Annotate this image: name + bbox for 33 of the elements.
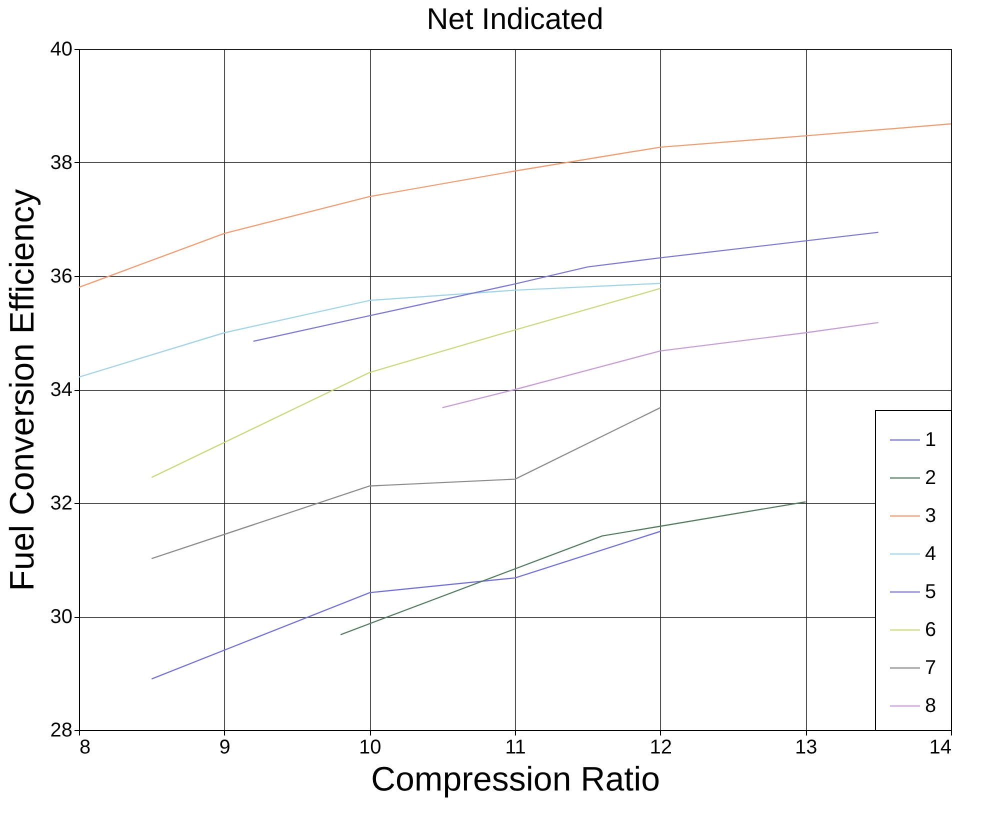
legend-label: 8	[925, 695, 936, 717]
legend-label: 2	[925, 467, 936, 489]
line-series	[151, 530, 661, 680]
legend-label: 4	[925, 543, 936, 565]
x-tick-label: 9	[219, 736, 230, 758]
x-tick-label: 10	[359, 736, 382, 758]
line-series	[442, 322, 879, 408]
x-tick-label: 11	[505, 736, 526, 758]
y-tick-label: 32	[50, 492, 72, 514]
legend-label: 5	[925, 581, 936, 603]
chart-title: Net Indicated	[426, 3, 604, 36]
y-tick-label: 38	[50, 152, 72, 174]
legend-label: 1	[925, 429, 936, 451]
x-tick-label: 13	[795, 736, 818, 758]
legend-label: 7	[925, 657, 936, 679]
line-series	[78, 123, 952, 288]
line-series	[151, 288, 661, 478]
x-tick-label: 12	[650, 736, 672, 758]
line-series	[340, 501, 806, 636]
x-axis-title: Compression Ratio	[370, 760, 660, 798]
y-tick-label: 40	[50, 38, 72, 60]
y-axis-title: Fuel Conversion Efficiency	[3, 189, 42, 591]
legend-label: 6	[925, 619, 936, 641]
legend-label: 3	[925, 505, 936, 527]
y-tick-label: 36	[50, 266, 72, 288]
y-tick-label: 28	[50, 720, 72, 742]
y-tick-label: 34	[50, 379, 72, 401]
y-tick-label: 30	[50, 606, 72, 628]
x-tick-label: 14	[929, 736, 952, 758]
line-series	[78, 282, 661, 378]
x-tick-label: 8	[80, 736, 91, 758]
line-series	[151, 407, 661, 560]
line-series	[252, 232, 879, 342]
